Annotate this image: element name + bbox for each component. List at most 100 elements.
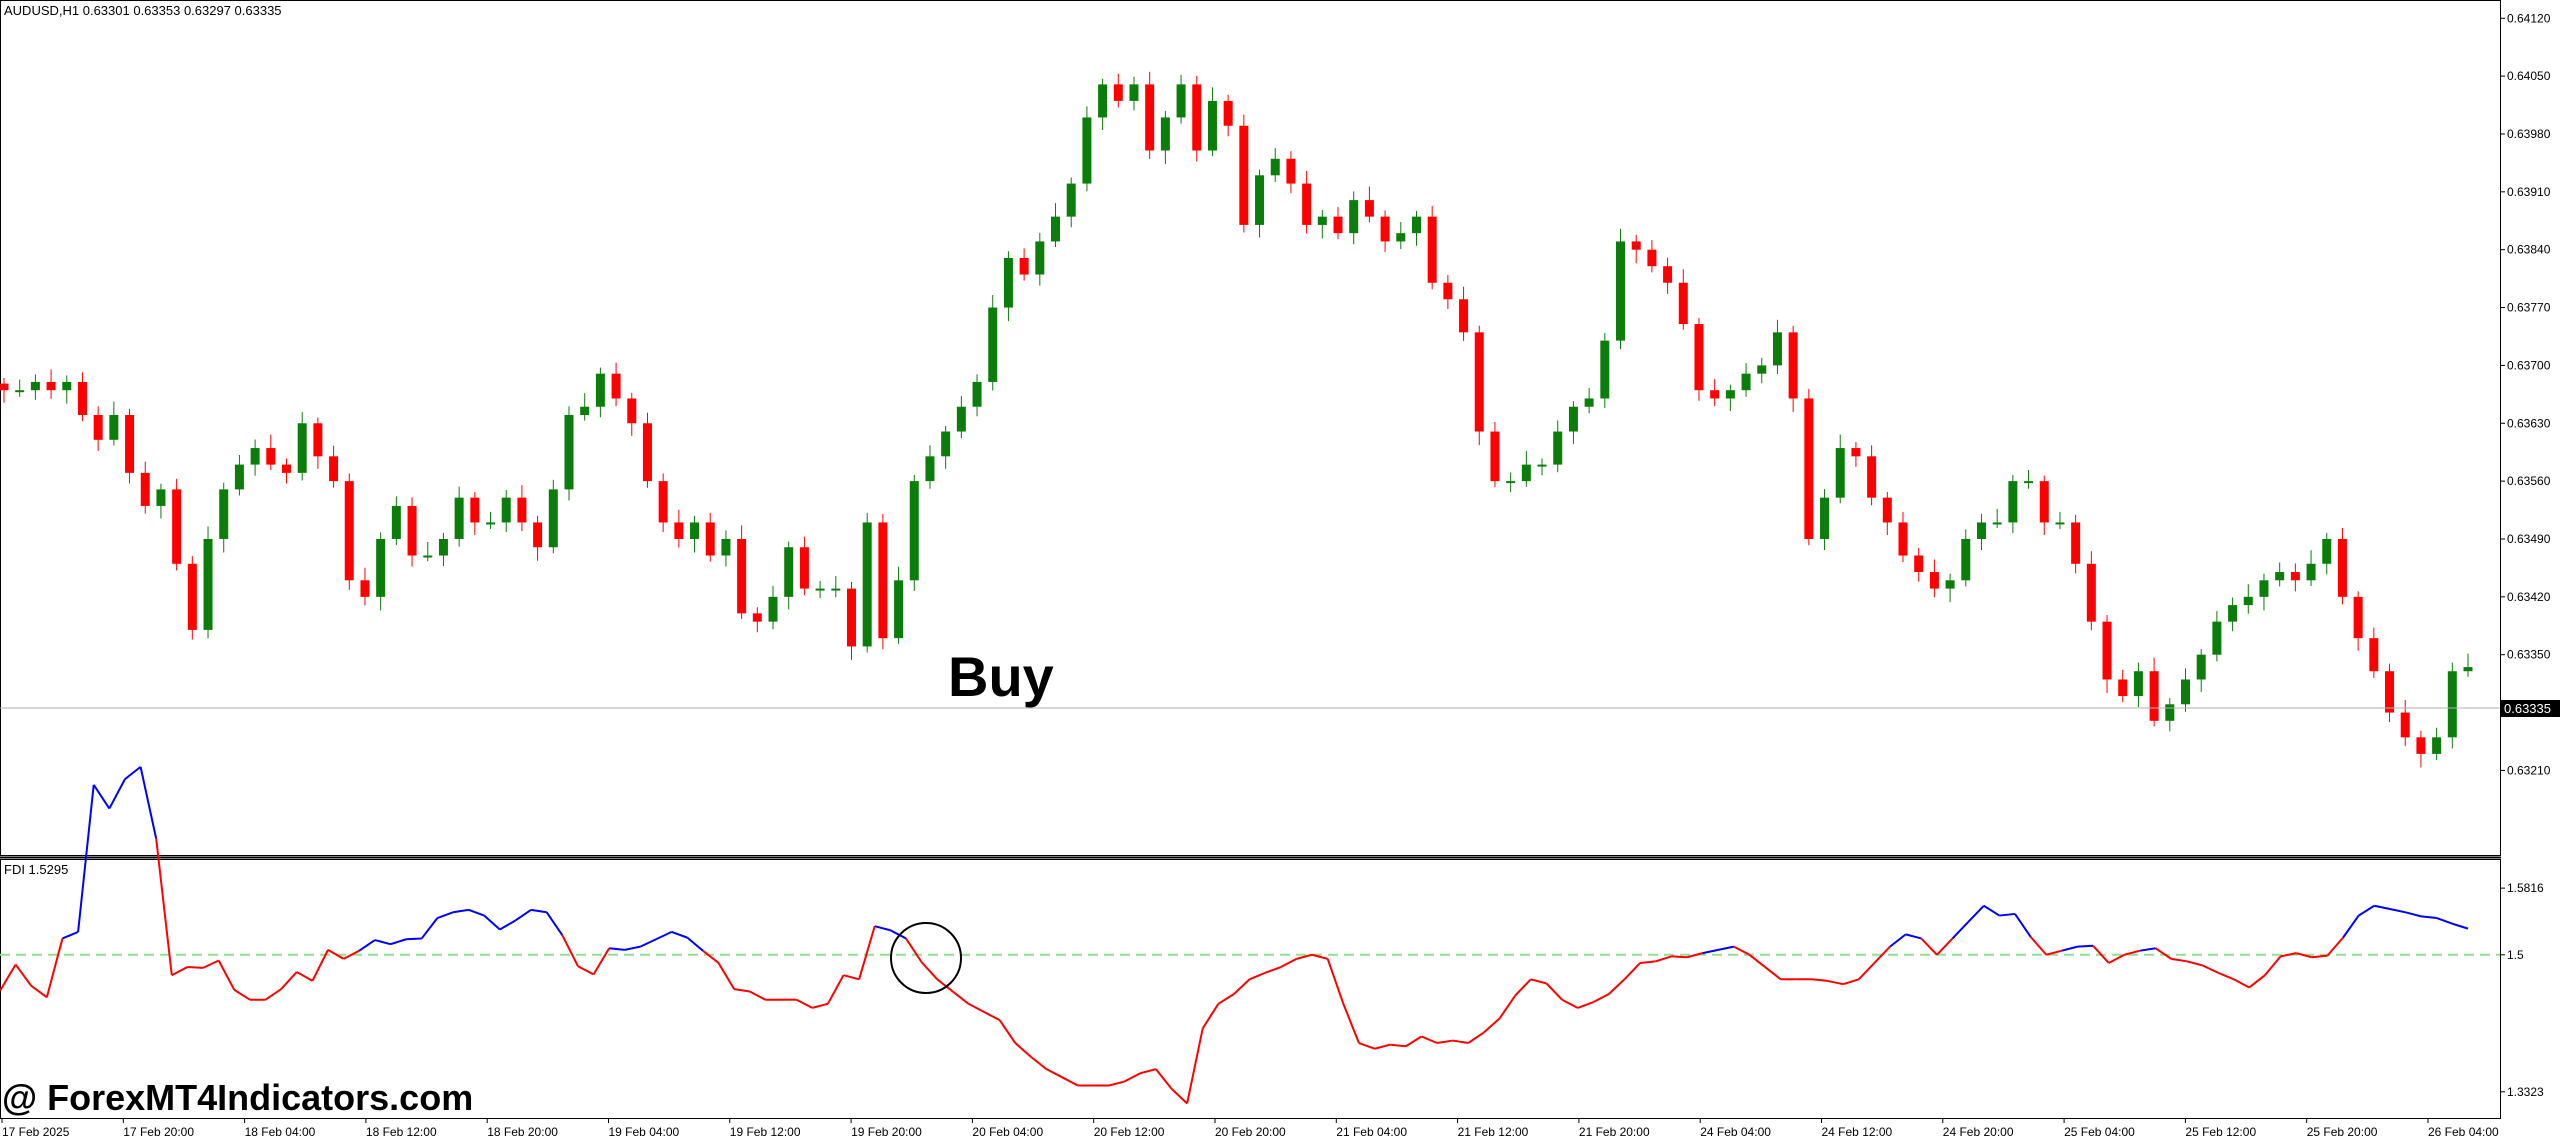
time-tick-label: 18 Feb 20:00 [487, 1125, 558, 1139]
candle-body [580, 406, 590, 415]
candle-body [172, 489, 182, 564]
time-tick-label: 18 Feb 04:00 [245, 1125, 316, 1139]
candle-body [1804, 398, 1814, 539]
fdi-segment [2233, 978, 2250, 989]
candle-body [658, 481, 668, 523]
fdi-segment [2358, 904, 2375, 917]
time-tick-label: 25 Feb 12:00 [2185, 1125, 2256, 1139]
fdi-segment [1748, 953, 1766, 968]
fdi-segment [1608, 978, 1626, 995]
fdi-segment [1124, 1072, 1141, 1083]
time-tick-label: 19 Feb 12:00 [730, 1125, 801, 1139]
fdi-segment [1545, 982, 1563, 1001]
candle-body [360, 580, 370, 597]
candle-body [438, 538, 448, 556]
candle-body [1521, 464, 1531, 482]
candle-body [784, 547, 794, 597]
fdi-segment [2436, 917, 2453, 925]
price-tick-label: 0.63350 [2507, 648, 2551, 662]
fdi-segment [1873, 945, 1891, 964]
candle-body [109, 415, 119, 440]
candle-body [1003, 257, 1013, 308]
fdi-segment [1061, 1076, 1079, 1087]
fdi-segment [124, 766, 142, 780]
fdi-segment [826, 974, 845, 1005]
fdi-segment [108, 778, 126, 810]
fdi-segment [1640, 960, 1656, 964]
candle-body [2432, 737, 2442, 754]
fdi-segment [499, 919, 516, 931]
fdi-segment [2374, 904, 2391, 911]
candle-body [2165, 704, 2175, 721]
time-tick-label: 19 Feb 20:00 [851, 1125, 922, 1139]
fdi-segment [311, 949, 329, 982]
candle-body [1976, 522, 1986, 539]
time-tick-label: 21 Feb 04:00 [1336, 1125, 1407, 1139]
buy-signal-label: Buy [948, 645, 1054, 708]
candle-body [1176, 84, 1186, 118]
fdi-segment [2046, 949, 2063, 956]
fdi-segment [2311, 954, 2328, 959]
fdi-segment [1623, 962, 1641, 980]
price-tick-label: 0.63210 [2507, 763, 2551, 777]
candle-body [423, 555, 433, 558]
candle-body [1992, 522, 2002, 525]
time-tick-label: 19 Feb 04:00 [609, 1125, 680, 1139]
candle-body [2071, 522, 2081, 564]
fdi-segment [2280, 952, 2297, 958]
fdi-segment [749, 990, 766, 1001]
fdi-segment [592, 947, 611, 975]
fdi-segment [264, 988, 282, 1001]
candle-body [1820, 497, 1830, 539]
fdi-segment [1983, 904, 2000, 917]
time-tick-label: 21 Feb 20:00 [1579, 1125, 1650, 1139]
candle-body [344, 481, 354, 581]
fdi-segment [1577, 1001, 1594, 1009]
fdi-segment [1936, 937, 1954, 956]
fdi-segment [2217, 971, 2235, 981]
candle-body [642, 423, 652, 482]
fdi-segment [45, 938, 64, 998]
fdi-segment [296, 971, 313, 982]
time-axis: 17 Feb 2025 17 Feb 20:00 18 Feb 04:00 18 Fe… [1, 1118, 2499, 1139]
time-tick-label: 20 Feb 12:00 [1094, 1125, 1165, 1139]
candle-body [1710, 390, 1720, 399]
candle-body [1694, 324, 1704, 391]
candle-body [1333, 216, 1343, 234]
fdi-segment [1421, 1035, 1438, 1044]
fdi-segment [1296, 953, 1313, 960]
fdi-segment [2124, 949, 2141, 956]
candle-body [93, 415, 103, 440]
candle-body [1207, 100, 1217, 151]
fdi-segment [1358, 1042, 1375, 1050]
fdi-segment [624, 945, 641, 951]
candle-body [1929, 572, 1939, 589]
candle-body [1631, 241, 1641, 250]
candle-body [1961, 538, 1971, 581]
fdi-segment [874, 925, 891, 932]
fdi-segment [233, 989, 251, 1001]
price-tick-label: 0.63490 [2507, 532, 2551, 546]
candle-body [737, 538, 747, 614]
candle-body [1568, 406, 1578, 432]
fdi-segment [2342, 914, 2360, 939]
fdi-segment [858, 925, 876, 980]
fdi-segment [217, 960, 236, 991]
fdi-segment [1483, 1017, 1501, 1034]
fdi-segment [2139, 947, 2156, 952]
candle-body [219, 489, 229, 539]
fdi-segment [1498, 995, 1516, 1020]
candle-body [1772, 332, 1782, 366]
candle-body [1192, 84, 1202, 151]
time-tick-label: 20 Feb 20:00 [1215, 1125, 1286, 1139]
candle-body [1835, 448, 1845, 498]
candle-body [1537, 464, 1547, 467]
fdi-segment [2155, 947, 2172, 960]
fdi-indicator-line [0, 766, 2500, 1105]
fdi-segment [1436, 1039, 1453, 1044]
fdi-segment [14, 963, 33, 987]
candle-body [894, 580, 904, 639]
fdi-segment [1155, 1068, 1173, 1090]
fdi-segment [967, 1002, 985, 1013]
